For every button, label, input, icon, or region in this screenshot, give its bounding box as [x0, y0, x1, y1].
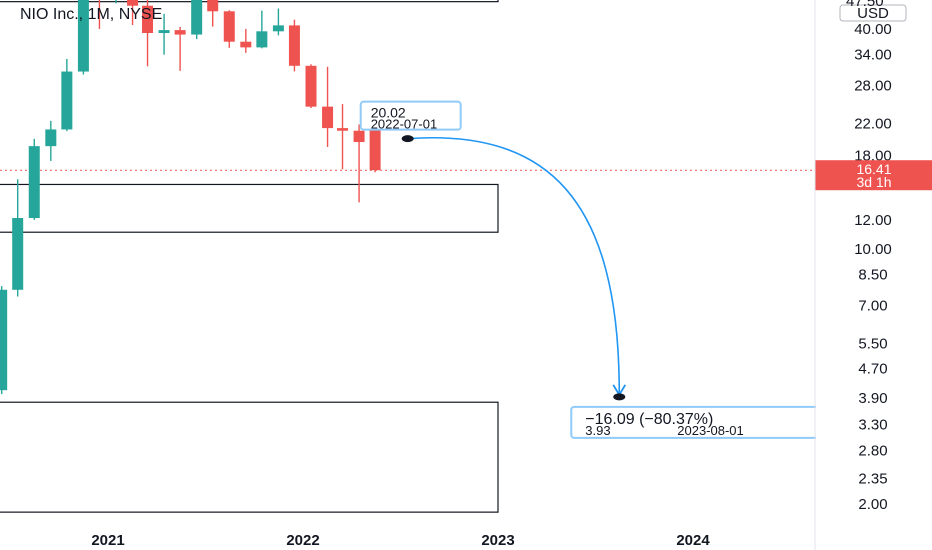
time-axis: 2021 2022 2023 2024	[91, 532, 710, 549]
drawn-rectangles	[0, 0, 499, 513]
candle-body	[12, 218, 24, 290]
badge-countdown: 3d 1h	[856, 174, 891, 190]
candle[interactable]	[12, 179, 24, 297]
candle-body	[337, 128, 349, 131]
candle[interactable]	[272, 8, 284, 36]
price-tick-label: 2.35	[858, 470, 887, 487]
candle[interactable]	[337, 104, 349, 170]
candle[interactable]	[322, 66, 334, 147]
price-tick-label: 34.00	[854, 47, 892, 64]
price-axis: 40.0034.0028.0022.0018.0012.0010.008.507…	[816, 0, 932, 550]
candle[interactable]	[0, 286, 8, 395]
badge-price: 16.41	[856, 161, 891, 177]
price-tick-label: 12.00	[854, 212, 892, 229]
projection-end-label[interactable]: −16.09 (−80.37%)3.93 2023-08-01	[570, 405, 833, 439]
price-tick-label: 28.00	[854, 77, 892, 94]
candle[interactable]	[288, 19, 300, 72]
candle[interactable]	[61, 58, 73, 132]
top-price-label: 47.50	[846, 0, 884, 10]
candle[interactable]	[305, 64, 317, 108]
symbol-title: NIO Inc., 1M, NYSE	[20, 6, 162, 23]
candle[interactable]	[256, 10, 268, 49]
candle-body	[61, 71, 73, 130]
currency-tag[interactable]: USD	[839, 4, 907, 22]
candle-body	[77, 0, 89, 72]
start-price: 20.02	[371, 105, 406, 121]
candle-body	[288, 25, 300, 66]
price-tick-label: 40.00	[854, 21, 892, 38]
time-tick-label: 2023	[481, 532, 514, 549]
price-tick-label: 7.00	[858, 297, 887, 314]
currency-label: USD	[857, 5, 889, 22]
candle-body	[158, 30, 170, 34]
candle[interactable]	[142, 0, 154, 67]
price-tick-label: 3.90	[858, 390, 887, 407]
candle-body	[272, 25, 284, 32]
candle-body	[0, 289, 8, 391]
price-tick-label: 8.50	[858, 267, 887, 284]
price-tick-label: 10.00	[854, 241, 892, 258]
candle[interactable]	[174, 26, 186, 71]
price-tick-label: 5.50	[858, 336, 887, 353]
candle-body	[369, 120, 381, 171]
candle[interactable]	[77, 0, 89, 75]
candle-body	[353, 130, 365, 143]
candle-body	[28, 146, 40, 219]
candle[interactable]	[240, 28, 252, 53]
price-tick-label: 3.30	[858, 417, 887, 434]
candle-body	[305, 65, 317, 107]
candle[interactable]	[158, 13, 170, 55]
end-change: −16.09 (−80.37%)	[585, 411, 713, 428]
zone-rectangle-2[interactable]	[0, 183, 499, 233]
candle[interactable]	[45, 120, 57, 161]
projection-end-point[interactable]	[613, 393, 626, 401]
candle-body	[240, 41, 252, 48]
candle[interactable]	[191, 0, 203, 40]
end-price: 3.93	[585, 423, 610, 438]
time-tick-label: 2022	[286, 532, 319, 549]
candle-body	[207, 0, 219, 12]
candle-body	[223, 11, 235, 42]
projection-curve[interactable]	[407, 137, 621, 393]
time-tick-label: 2021	[91, 532, 124, 549]
candle-body	[191, 0, 203, 35]
candle[interactable]	[127, 0, 139, 25]
candle[interactable]	[353, 124, 365, 203]
candle[interactable]	[223, 10, 235, 48]
candle-body	[45, 129, 57, 147]
candle-body	[174, 30, 186, 35]
candle-body	[256, 31, 268, 48]
price-axis-background	[816, 0, 932, 550]
price-tick-label: 22.00	[854, 116, 892, 133]
price-tick-label: 2.00	[858, 496, 887, 513]
start-date: 2022-07-01	[371, 117, 438, 132]
zone-rectangle-3[interactable]	[0, 401, 499, 513]
time-tick-label: 2024	[676, 532, 710, 549]
price-tick-label: 2.80	[858, 443, 887, 460]
end-date: 2023-08-01	[677, 423, 744, 438]
zone-rectangle-1[interactable]	[0, 0, 499, 3]
candle-body	[127, 0, 139, 6]
price-tick-label: 4.70	[858, 361, 887, 378]
candle[interactable]	[207, 0, 219, 27]
projection-start-point[interactable]	[401, 135, 414, 143]
candle-body	[322, 106, 334, 129]
candle[interactable]	[94, 0, 105, 29]
price-badge: 16.41 3d 1h	[815, 160, 932, 191]
candle[interactable]	[28, 138, 40, 220]
candle-body	[142, 5, 154, 34]
candles	[0, 0, 381, 395]
